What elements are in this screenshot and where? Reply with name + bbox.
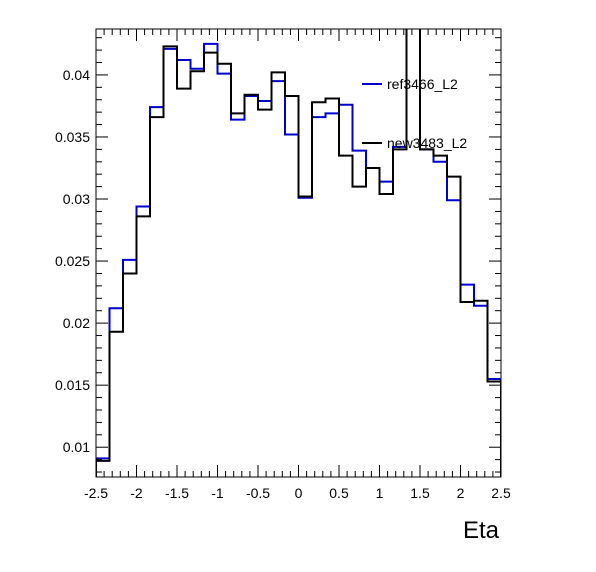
series-line-1 <box>96 29 501 477</box>
x-tick-label: 1 <box>376 485 384 501</box>
x-tick-label: -2.5 <box>84 485 108 501</box>
y-tick-label: 0.035 <box>55 129 90 145</box>
x-tick-label: -2 <box>130 485 143 501</box>
y-tick-label: 0.01 <box>63 439 90 455</box>
x-tick-label: 2 <box>457 485 465 501</box>
x-tick-label: 0 <box>295 485 303 501</box>
y-tick-label: 0.03 <box>63 191 90 207</box>
y-tick-label: 0.04 <box>63 67 90 83</box>
y-tick-label: 0.02 <box>63 315 90 331</box>
y-tick-label: 0.025 <box>55 253 90 269</box>
x-tick-label: -1.5 <box>165 485 189 501</box>
y-tick-label: 0.015 <box>55 377 90 393</box>
x-axis-label: Eta <box>463 517 500 544</box>
x-tick-label: 2.5 <box>491 485 511 501</box>
x-tick-label: -1 <box>211 485 224 501</box>
x-tick-label: 0.5 <box>329 485 349 501</box>
x-tick-label: -0.5 <box>246 485 270 501</box>
legend: ref3466_L2 new3483_L2 <box>362 76 467 151</box>
legend-entry-label: new3483_L2 <box>387 135 467 151</box>
legend-entry-label: ref3466_L2 <box>387 76 458 92</box>
x-tick-label: 1.5 <box>410 485 430 501</box>
